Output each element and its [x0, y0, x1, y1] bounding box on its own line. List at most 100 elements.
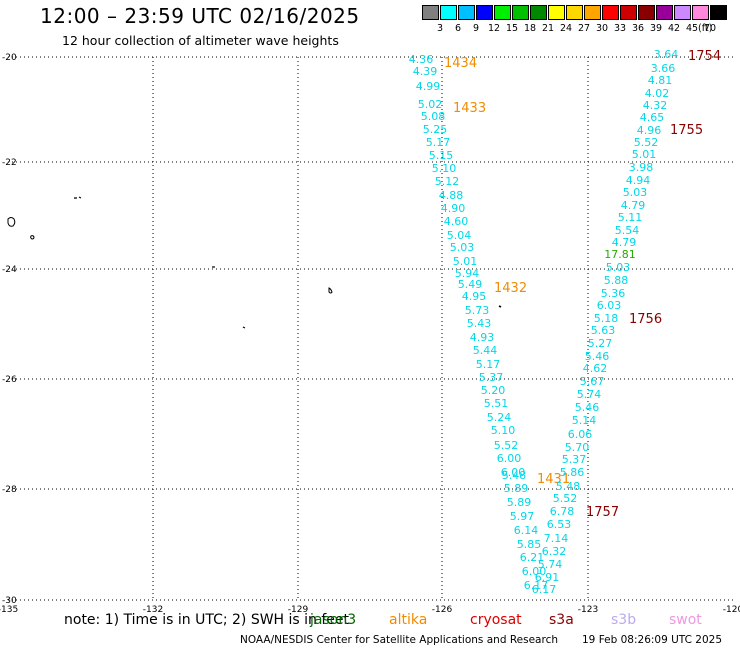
s3a-wave-height: 4.62: [583, 362, 608, 375]
island-outlines: [7, 196, 502, 329]
altika-wave-height: 5.37: [479, 371, 504, 384]
longitude-label: -129: [288, 605, 309, 615]
s3a-wave-height: 4.94: [626, 174, 651, 187]
s3a-wave-height: 4.32: [643, 99, 668, 112]
latitude-label: -26: [2, 375, 17, 385]
scale-swatch: [692, 5, 709, 20]
s3a-wave-height: 5.11: [618, 211, 643, 224]
longitude-label: -120: [723, 605, 740, 615]
altika-wave-height: 6.21: [520, 551, 545, 564]
altika-wave-height: 5.44: [473, 344, 498, 357]
scale-swatch: [584, 5, 601, 20]
island: [242, 326, 246, 329]
altika-wave-height: 4.39: [413, 65, 438, 78]
s3a-wave-height: 5.27: [588, 337, 613, 350]
scale-label: 30: [595, 23, 609, 34]
altika-wave-height: 5.20: [481, 384, 506, 397]
altika-wave-height: 5.85: [517, 538, 542, 551]
longitude-label: -123: [578, 605, 598, 615]
scale-swatch: [422, 5, 439, 20]
s3a-pass-time: 1756: [629, 312, 662, 327]
altika-wave-height: 5.10: [432, 162, 457, 175]
s3a-pass-time: 1757: [586, 505, 619, 520]
scale-swatch: [638, 5, 655, 20]
altika-wave-height: 5.52: [494, 439, 519, 452]
s3a-wave-height: 5.18: [594, 312, 619, 325]
s3a-wave-height: 6.06: [568, 428, 593, 441]
altika-wave-height: 5.49: [458, 278, 483, 291]
s3a-wave-height: 5.70: [565, 441, 590, 454]
altika-wave-height: 6.14: [514, 524, 539, 537]
map-graticule: [8, 56, 733, 601]
altika-wave-height: 5.01: [453, 255, 478, 268]
altika-wave-height: 5.15: [429, 149, 454, 162]
scale-label: 15: [505, 23, 519, 34]
scale-swatch: [530, 5, 547, 20]
scale-swatch: [674, 5, 691, 20]
latitude-label: -28: [2, 485, 17, 495]
altika-wave-height: 4.88: [439, 189, 464, 202]
altika-wave-height: 5.43: [467, 317, 492, 330]
latitude-label: -30: [2, 596, 17, 606]
altika-pass-time: 1433: [453, 101, 486, 116]
s3a-wave-height: 6.53: [547, 518, 572, 531]
island: [328, 287, 333, 294]
altika-wave-height: 4.95: [462, 290, 487, 303]
s3a-wave-height: 3.98: [629, 161, 654, 174]
s3a-pass-time: 1754: [688, 49, 721, 64]
s3a-wave-height: 5.46: [585, 350, 610, 363]
satellite-legend-altika: altika: [389, 612, 428, 628]
scale-label: 33: [613, 23, 627, 34]
scale-label: 18: [523, 23, 537, 34]
s3a-wave-height: 5.37: [562, 453, 587, 466]
scale-swatch: [440, 5, 457, 20]
scale-swatch: [620, 5, 637, 20]
s3a-wave-height: 6.78: [550, 505, 575, 518]
map-axis-labels: -135 -132 -129 -126 -123 -120 -20 -22 -24 -26 -28 -…: [0, 53, 740, 615]
island: [30, 235, 35, 240]
map-subtitle: 12 hour collection of altimeter wave hei…: [62, 33, 339, 48]
scale-swatch: [458, 5, 475, 20]
footer-credit: NOAA/NESDIS Center for Satellite Applica…: [240, 634, 558, 646]
s3a-wave-height: 3.66: [651, 62, 676, 75]
scale-label: 39: [649, 23, 663, 34]
s3a-wave-height: 7.14: [544, 532, 569, 545]
altika-pass-time: 1431: [537, 472, 570, 487]
s3a-wave-height: 6.91: [535, 571, 560, 584]
longitude-label: -126: [432, 605, 453, 615]
s3a-wave-height: 5.74: [538, 558, 563, 571]
scale-label: 27: [577, 23, 591, 34]
s3a-pass-time: 1755: [670, 123, 703, 138]
longitude-label: -135: [0, 605, 18, 615]
s3a-wave-height: 5.01: [632, 148, 657, 161]
scale-label: 24: [559, 23, 573, 34]
altika-wave-height: 5.03: [450, 241, 475, 254]
scale-unit: (ft): [698, 23, 713, 34]
s3a-wave-height: 4.79: [621, 199, 646, 212]
s3a-wave-height: 5.54: [615, 224, 640, 237]
scale-label: 70: [703, 23, 717, 34]
altika-wave-height: 4.60: [444, 215, 469, 228]
scale-label: 12: [487, 23, 501, 34]
altika-wave-height: 4.99: [416, 80, 441, 93]
altika-wave-height: 6.00: [501, 466, 526, 479]
s3a-wave-height: 5.74: [577, 388, 602, 401]
altika-wave-height: 5.48: [502, 469, 527, 482]
s3a-wave-height: 4.81: [648, 74, 673, 87]
altika-wave-height: 5.08: [421, 110, 446, 123]
s3a-wave-height: 4.65: [640, 111, 665, 124]
altika-wave-height: 5.12: [435, 175, 460, 188]
altika-wave-height: 5.97: [510, 510, 535, 523]
s3a-wave-height: 5.86: [560, 466, 585, 479]
altimeter-tracks: 4.364.394.995.025.085.255.175.155.105.12…: [409, 48, 721, 596]
altika-wave-height: 4.36: [409, 53, 434, 66]
s3a-wave-height: 5.14: [572, 414, 597, 427]
island: [498, 305, 502, 308]
altika-wave-height: 5.89: [507, 496, 532, 509]
altika-wave-height: 5.25: [423, 123, 448, 136]
scale-label: 6: [454, 23, 462, 34]
altika-wave-height: 5.04: [447, 229, 472, 242]
s3a-wave-height: 6.03: [597, 299, 622, 312]
s3a-wave-height: 5.52: [634, 136, 659, 149]
scale-label: 42: [667, 23, 681, 34]
